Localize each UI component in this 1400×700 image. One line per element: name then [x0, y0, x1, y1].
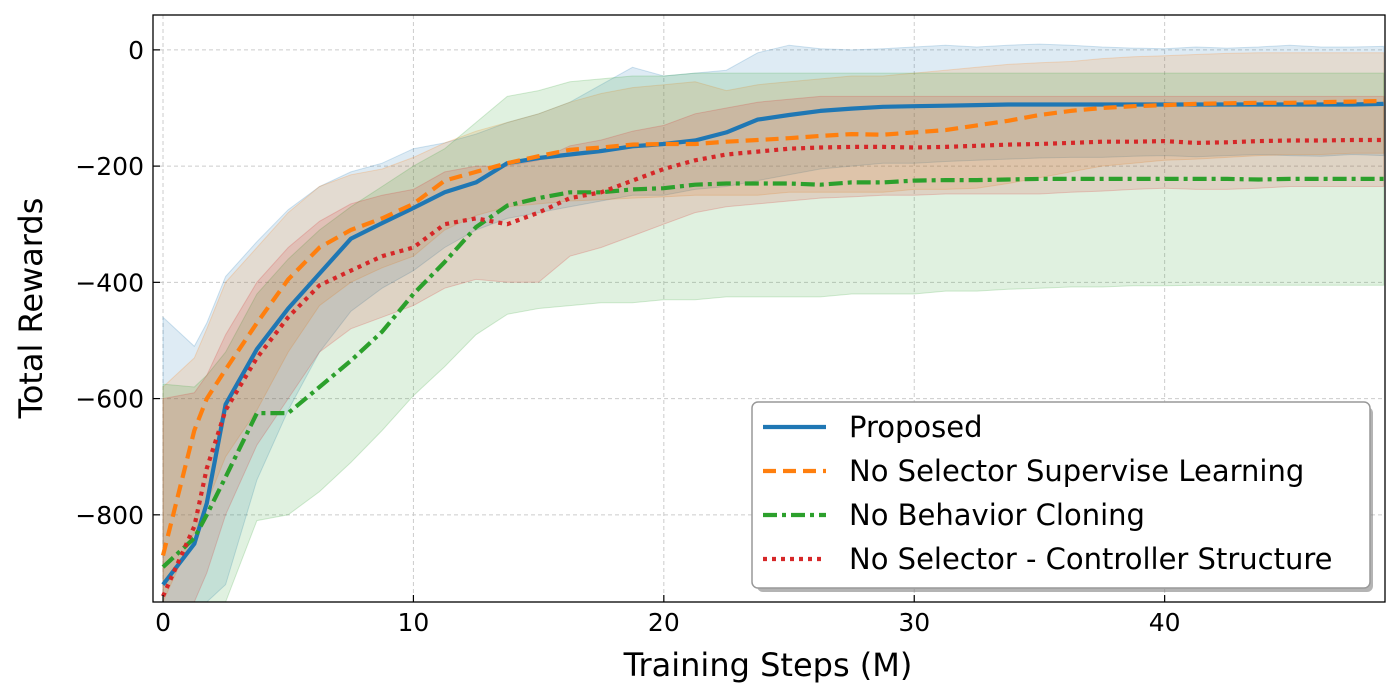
- x-tick-label: 40: [1149, 608, 1181, 637]
- legend: Proposed No Selector Supervise Learning No…: [751, 401, 1373, 592]
- line-series-2: [161, 176, 1384, 569]
- legend-box: [751, 401, 1371, 589]
- y-tick-label: −400: [75, 268, 144, 297]
- series-lines: [160, 98, 1384, 598]
- legend-label-0: Proposed: [849, 410, 983, 444]
- x-tick-label: 0: [155, 608, 171, 637]
- x-tick-label: 30: [898, 608, 930, 637]
- y-tick-label: −600: [75, 385, 144, 414]
- band-series-1: [162, 52, 1385, 602]
- y-tick-label: −200: [75, 152, 144, 181]
- y-tick-label: −800: [75, 501, 144, 530]
- band-series-2: [162, 72, 1385, 602]
- line-series-1: [160, 98, 1384, 557]
- y-tick-label: 0: [128, 36, 144, 65]
- x-axis-ticks: 0 10 20 30 40: [155, 595, 1181, 637]
- x-axis-title: Training Steps (M): [623, 646, 913, 684]
- legend-label-3: No Selector - Controller Structure: [849, 542, 1332, 576]
- y-axis-title: Total Rewards: [12, 198, 50, 420]
- legend-label-2: No Behavior Cloning: [849, 498, 1145, 532]
- y-axis-ticks: 0 −200 −400 −600 −800: [75, 36, 160, 530]
- band-series-3: [162, 95, 1385, 602]
- legend-label-1: No Selector Supervise Learning: [849, 454, 1304, 488]
- x-tick-label: 10: [398, 608, 430, 637]
- line-series-3: [161, 137, 1384, 598]
- plot-frame: [152, 14, 1386, 603]
- x-tick-label: 20: [648, 608, 680, 637]
